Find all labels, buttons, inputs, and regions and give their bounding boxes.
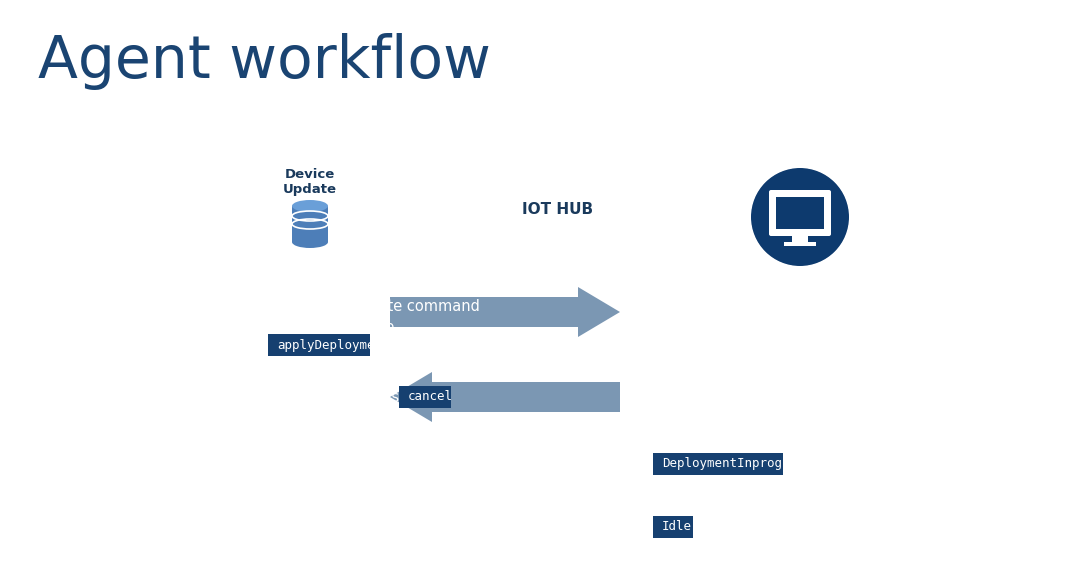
Circle shape — [751, 168, 849, 266]
FancyBboxPatch shape — [292, 206, 328, 242]
Polygon shape — [390, 287, 620, 337]
Circle shape — [557, 189, 608, 240]
Text: workflow: workflow — [22, 428, 151, 452]
Circle shape — [260, 184, 311, 235]
Text: orchestrate the: orchestrate the — [22, 352, 242, 376]
Text: applyDeployment: applyDeployment — [276, 339, 390, 352]
Polygon shape — [625, 206, 738, 228]
Polygon shape — [375, 206, 490, 228]
FancyBboxPatch shape — [268, 334, 369, 356]
Text: The Device Update agent sets
the update status property
value to: The Device Update agent sets the update … — [672, 367, 893, 425]
Text: service uses IoT: service uses IoT — [22, 238, 248, 262]
Ellipse shape — [292, 236, 328, 248]
Text: To reset, it can use: To reset, it can use — [270, 389, 413, 404]
FancyBboxPatch shape — [784, 242, 816, 246]
Circle shape — [287, 201, 333, 247]
FancyBboxPatch shape — [653, 453, 783, 475]
FancyBboxPatch shape — [400, 386, 450, 408]
Circle shape — [271, 194, 318, 240]
Polygon shape — [390, 372, 620, 422]
Circle shape — [524, 173, 592, 241]
Circle shape — [519, 200, 566, 246]
Circle shape — [505, 209, 544, 247]
FancyBboxPatch shape — [769, 190, 831, 236]
Text: Hub device twin: Hub device twin — [22, 276, 249, 300]
FancyBboxPatch shape — [777, 197, 824, 229]
Circle shape — [275, 168, 345, 236]
Circle shape — [302, 194, 349, 240]
Circle shape — [535, 206, 581, 252]
Ellipse shape — [292, 200, 328, 212]
Text: The Device Update agent reads
the update command property
value and executes the: The Device Update agent reads the update… — [672, 272, 904, 352]
Circle shape — [324, 204, 362, 242]
Text: 2: 2 — [650, 272, 665, 292]
Text: 3: 3 — [650, 367, 665, 387]
Text: DeploymentInprogress: DeploymentInprogress — [662, 457, 812, 470]
Text: Device Update management
sets the update command
property value: Device Update management sets the update… — [287, 277, 498, 335]
Circle shape — [551, 200, 596, 246]
FancyBboxPatch shape — [792, 236, 808, 244]
Circle shape — [310, 184, 360, 235]
Circle shape — [258, 204, 296, 242]
Text: properties to: properties to — [22, 314, 207, 338]
Circle shape — [508, 189, 558, 240]
Text: Idle: Idle — [662, 520, 692, 534]
Text: management: management — [22, 200, 208, 224]
Text: Default value when inactive: Default value when inactive — [654, 494, 861, 509]
Text: 1: 1 — [265, 277, 281, 297]
Text: cancel: cancel — [408, 391, 454, 403]
Text: agent update: agent update — [22, 390, 212, 414]
Text: Device Update: Device Update — [22, 162, 227, 186]
Text: Agent workflow: Agent workflow — [38, 34, 491, 90]
Text: IOT HUB: IOT HUB — [523, 201, 594, 217]
FancyBboxPatch shape — [653, 516, 693, 538]
Text: Device
Update: Device Update — [283, 168, 337, 197]
Circle shape — [571, 209, 610, 247]
